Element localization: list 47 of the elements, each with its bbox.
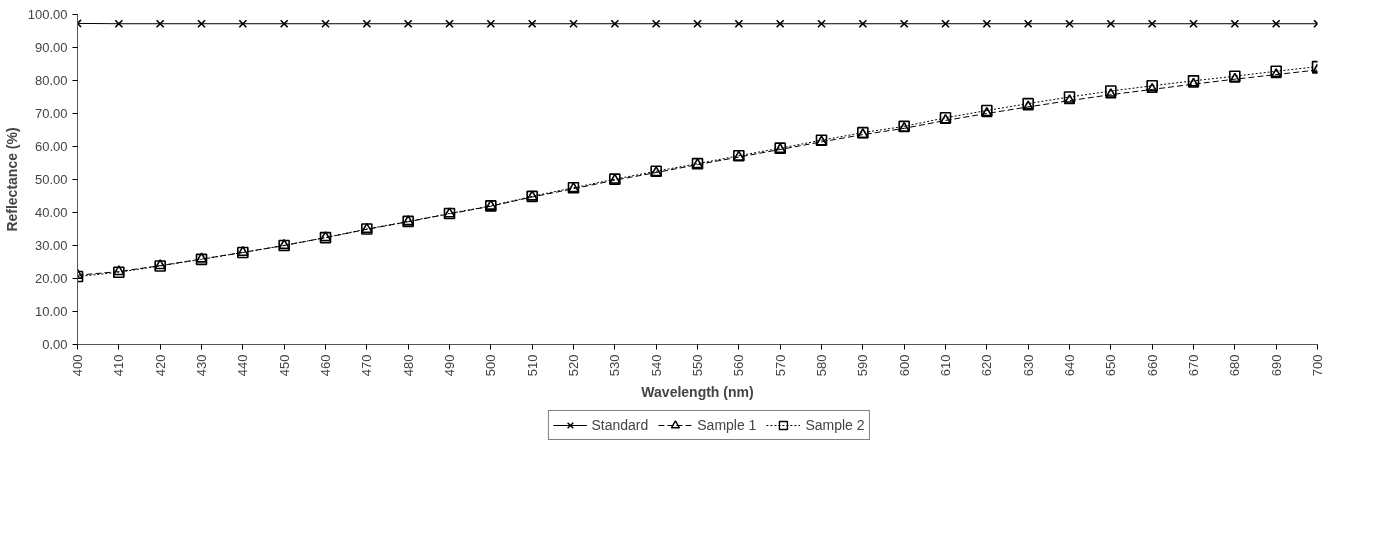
x-tick-label: 700	[1310, 354, 1325, 377]
x-tick-label: 580	[814, 354, 829, 377]
y-tick-label: 80.00	[34, 73, 68, 88]
x-tick-label: 660	[1144, 354, 1160, 377]
x-tick-label: 490	[442, 354, 457, 377]
y-tick-label: 70.00	[34, 106, 68, 121]
x-tick-label: 620	[979, 354, 995, 377]
y-tick-label: 20.00	[34, 271, 68, 286]
y-tick-label: 90.00	[34, 40, 68, 55]
x-tick-label: 430	[194, 354, 209, 377]
y-tick-label: 30.00	[34, 238, 68, 253]
x-tick-label: 470	[359, 354, 375, 377]
x-tick-label: 570	[772, 354, 788, 377]
y-tick-label: 50.00	[34, 172, 68, 187]
x-tick-label: 480	[400, 354, 416, 377]
x-tick-label: 410	[111, 354, 127, 377]
y-tick-label: 10.00	[34, 304, 68, 319]
x-tick-label: 530	[607, 354, 623, 377]
y-tick-label: 0.00	[42, 337, 68, 352]
legend-label: Sample 2	[805, 417, 865, 433]
x-tick-label: 540	[648, 354, 664, 377]
x-tick-label: 590	[855, 354, 871, 377]
x-axis-title: Wavelength (nm)	[641, 384, 754, 401]
y-tick-label: 60.00	[34, 139, 68, 154]
legend-label: Sample 1	[697, 417, 757, 433]
x-tick-label: 670	[1186, 354, 1201, 377]
x-tick-label: 630	[1020, 354, 1036, 377]
x-tick-label: 550	[690, 354, 705, 377]
x-tick-label: 690	[1268, 354, 1284, 377]
x-tick-label: 500	[483, 354, 499, 377]
x-tick-label: 440	[235, 354, 251, 377]
x-tick-label: 400	[70, 354, 85, 377]
x-tick-label: 460	[318, 354, 333, 377]
y-tick-label: 100.00	[27, 7, 68, 22]
x-tick-label: 420	[152, 354, 168, 377]
x-tick-label: 650	[1103, 354, 1119, 377]
x-tick-label: 560	[731, 354, 747, 377]
x-tick-label: 680	[1227, 354, 1243, 377]
x-tick-label: 510	[524, 354, 540, 377]
x-tick-label: 520	[566, 354, 581, 377]
y-tick-label: 40.00	[34, 205, 68, 220]
x-tick-label: 600	[896, 354, 912, 377]
x-tick-label: 450	[276, 354, 292, 377]
y-axis-title: Reflectance (%)	[3, 127, 20, 232]
legend-label: Standard	[591, 417, 649, 433]
x-tick-label: 610	[938, 354, 953, 377]
x-tick-label: 640	[1062, 354, 1077, 377]
